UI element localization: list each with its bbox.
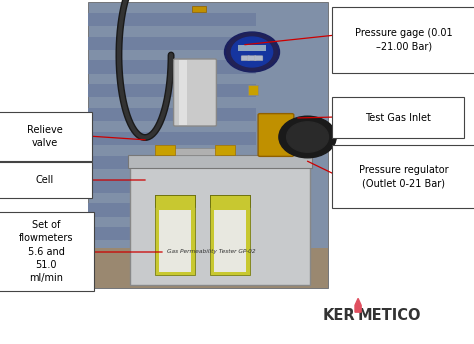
FancyBboxPatch shape <box>128 155 312 168</box>
FancyBboxPatch shape <box>170 148 220 155</box>
FancyBboxPatch shape <box>255 56 263 61</box>
FancyBboxPatch shape <box>88 275 256 288</box>
FancyBboxPatch shape <box>179 60 187 125</box>
Circle shape <box>279 116 336 158</box>
FancyBboxPatch shape <box>88 248 328 288</box>
FancyBboxPatch shape <box>332 145 474 208</box>
FancyBboxPatch shape <box>88 180 256 193</box>
Text: Gas Permeability Tester GP-02: Gas Permeability Tester GP-02 <box>167 249 255 254</box>
FancyBboxPatch shape <box>0 112 92 161</box>
FancyBboxPatch shape <box>88 108 256 121</box>
Polygon shape <box>355 298 361 312</box>
FancyBboxPatch shape <box>238 45 266 51</box>
Circle shape <box>227 34 277 71</box>
FancyBboxPatch shape <box>258 114 294 157</box>
FancyBboxPatch shape <box>88 251 256 264</box>
FancyBboxPatch shape <box>155 195 195 207</box>
FancyBboxPatch shape <box>332 97 464 138</box>
FancyBboxPatch shape <box>0 162 92 198</box>
FancyBboxPatch shape <box>88 36 256 50</box>
FancyBboxPatch shape <box>332 7 474 73</box>
Circle shape <box>231 37 273 67</box>
FancyBboxPatch shape <box>248 56 256 61</box>
FancyBboxPatch shape <box>155 145 175 155</box>
FancyBboxPatch shape <box>88 132 256 145</box>
FancyBboxPatch shape <box>173 59 217 126</box>
Text: Test Gas Inlet: Test Gas Inlet <box>365 112 431 122</box>
FancyBboxPatch shape <box>88 227 256 240</box>
Text: KER: KER <box>322 308 355 323</box>
Text: METICO: METICO <box>357 308 421 323</box>
Text: Pressure regulator
(Outlet 0-21 Bar): Pressure regulator (Outlet 0-21 Bar) <box>359 165 449 188</box>
FancyBboxPatch shape <box>159 210 191 272</box>
Circle shape <box>287 122 328 152</box>
Text: Pressure gage (0.01
–21.00 Bar): Pressure gage (0.01 –21.00 Bar) <box>355 29 453 52</box>
Text: Set of
flowmeters
5.6 and
51.0
ml/min: Set of flowmeters 5.6 and 51.0 ml/min <box>19 220 73 283</box>
Circle shape <box>225 32 280 72</box>
FancyBboxPatch shape <box>88 61 256 74</box>
FancyBboxPatch shape <box>0 212 94 291</box>
FancyBboxPatch shape <box>88 203 256 216</box>
FancyBboxPatch shape <box>248 85 258 95</box>
FancyBboxPatch shape <box>88 84 256 97</box>
FancyBboxPatch shape <box>215 145 235 155</box>
Text: Cell: Cell <box>36 175 54 185</box>
FancyBboxPatch shape <box>192 6 206 12</box>
FancyBboxPatch shape <box>88 2 328 288</box>
FancyBboxPatch shape <box>130 165 310 285</box>
FancyBboxPatch shape <box>155 195 195 275</box>
FancyBboxPatch shape <box>214 210 246 272</box>
FancyBboxPatch shape <box>210 195 250 275</box>
FancyBboxPatch shape <box>258 120 268 125</box>
FancyBboxPatch shape <box>88 13 256 26</box>
FancyBboxPatch shape <box>210 195 250 207</box>
FancyBboxPatch shape <box>241 56 250 61</box>
Text: Relieve
valve: Relieve valve <box>27 125 63 148</box>
FancyBboxPatch shape <box>88 156 256 169</box>
